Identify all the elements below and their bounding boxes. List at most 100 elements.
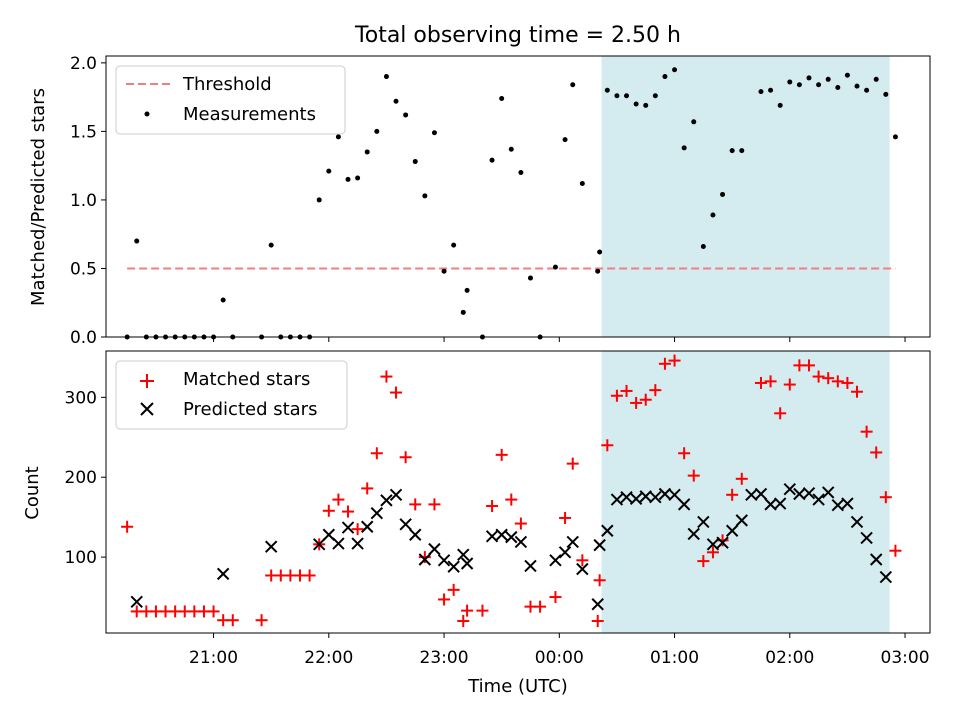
legend-predicted-swatch	[140, 402, 154, 416]
matched-star-point	[649, 384, 662, 397]
measurement-point	[518, 170, 524, 176]
measurement-point	[316, 197, 322, 203]
measurement-point	[464, 287, 470, 293]
measurement-point	[768, 87, 774, 93]
predicted-star-point	[576, 562, 589, 576]
matched-star-point	[841, 376, 854, 389]
predicted-star-point	[514, 535, 528, 549]
matched-star-point	[226, 614, 239, 627]
matched-star-point	[697, 555, 710, 568]
matched-star-point	[593, 574, 606, 587]
measurement-point	[604, 87, 610, 93]
measurement-point	[595, 268, 601, 274]
predicted-star-points	[130, 482, 893, 611]
predicted-star-point	[558, 546, 572, 559]
measurement-point	[614, 93, 620, 99]
top-y-ticks: 0.0 0.5 1.0 1.5 2.0	[70, 54, 106, 348]
predicted-star-point	[447, 560, 460, 573]
top-panel: 0.00.51.01.52.0 Matched/Predicted stars …	[28, 54, 931, 348]
x-tick-label: 23:00	[420, 648, 469, 668]
predicted-star-point	[389, 488, 403, 502]
matched-star-point	[870, 446, 883, 459]
x-tick-label: 03:00	[881, 648, 930, 668]
bottom-y-tick-label: 300	[65, 388, 97, 408]
matched-star-point	[409, 498, 422, 511]
measurement-point	[806, 75, 812, 81]
matched-star-point	[332, 493, 345, 506]
legend-matched-label: Matched stars	[183, 369, 310, 390]
measurement-point	[552, 264, 558, 270]
measurement-point	[489, 157, 495, 163]
predicted-star-point	[418, 553, 432, 566]
top-y-tick-label: 1.5	[70, 122, 97, 142]
top-x-ticks	[213, 337, 906, 342]
predicted-star-point	[549, 554, 562, 567]
measurement-point	[499, 95, 505, 101]
measurement-point	[597, 249, 603, 255]
matched-star-point	[428, 498, 441, 511]
x-tick-label: 01:00	[650, 648, 699, 668]
matched-star-point	[783, 378, 796, 391]
predicted-star-point	[524, 559, 537, 573]
matched-star-point	[812, 370, 825, 383]
predicted-star-point	[860, 531, 873, 545]
predicted-star-point	[495, 528, 508, 541]
predicted-star-point	[312, 538, 326, 551]
measurement-point	[355, 175, 361, 181]
predicted-star-point	[745, 488, 758, 502]
measurement-point	[403, 112, 409, 118]
predicted-star-point	[725, 524, 739, 537]
matched-star-point	[380, 370, 393, 383]
measurement-point	[672, 67, 678, 73]
predicted-star-point	[505, 530, 518, 544]
predicted-star-point	[841, 497, 854, 510]
matched-star-point	[678, 447, 691, 460]
predicted-star-point	[460, 557, 474, 570]
matched-star-point	[418, 551, 431, 564]
predicted-star-point	[812, 493, 825, 506]
predicted-star-point	[821, 486, 835, 499]
predicted-star-point	[716, 536, 729, 549]
measurement-point	[864, 87, 870, 93]
measurement-point	[579, 180, 585, 186]
matched-star-point	[370, 447, 383, 460]
matched-star-point	[322, 504, 335, 517]
matched-star-point	[495, 448, 508, 461]
measurement-point	[691, 119, 697, 125]
matched-star-point	[351, 523, 364, 536]
measurement-point	[873, 76, 879, 82]
matched-star-point	[706, 546, 719, 559]
legend-threshold-label: Threshold	[182, 74, 272, 95]
measurement-point	[431, 130, 437, 136]
measurement-point	[508, 146, 514, 152]
measurement-point	[700, 244, 706, 250]
measurement-point	[643, 102, 649, 108]
predicted-star-point	[870, 553, 883, 566]
x-tick-label: 22:00	[304, 648, 353, 668]
bottom-y-tick-label: 100	[65, 548, 97, 568]
matched-star-point	[121, 520, 134, 533]
top-y-axis-label: Matched/Predicted stars	[28, 88, 49, 306]
measurement-point	[134, 238, 140, 244]
measurement-point	[422, 193, 428, 199]
matched-star-point	[559, 511, 572, 524]
predicted-star-point	[428, 542, 441, 556]
measurement-points	[124, 67, 898, 340]
measurement-point	[796, 82, 802, 88]
matched-star-point	[735, 472, 748, 485]
measurement-point	[662, 74, 668, 80]
matched-star-point	[461, 604, 474, 617]
matched-star-point	[342, 505, 355, 518]
matched-star-points	[121, 354, 902, 628]
measurement-point	[335, 134, 341, 140]
predicted-star-point	[754, 487, 768, 501]
x-tick-label: 00:00	[535, 648, 584, 668]
measurement-point	[854, 83, 860, 89]
predicted-star-point	[264, 540, 278, 553]
predicted-star-point	[593, 538, 606, 552]
matched-star-point	[802, 359, 815, 372]
top-y-tick-label: 0.5	[70, 259, 97, 279]
bottom-y-axis-label: Count	[22, 466, 43, 519]
measurement-point	[825, 76, 831, 82]
